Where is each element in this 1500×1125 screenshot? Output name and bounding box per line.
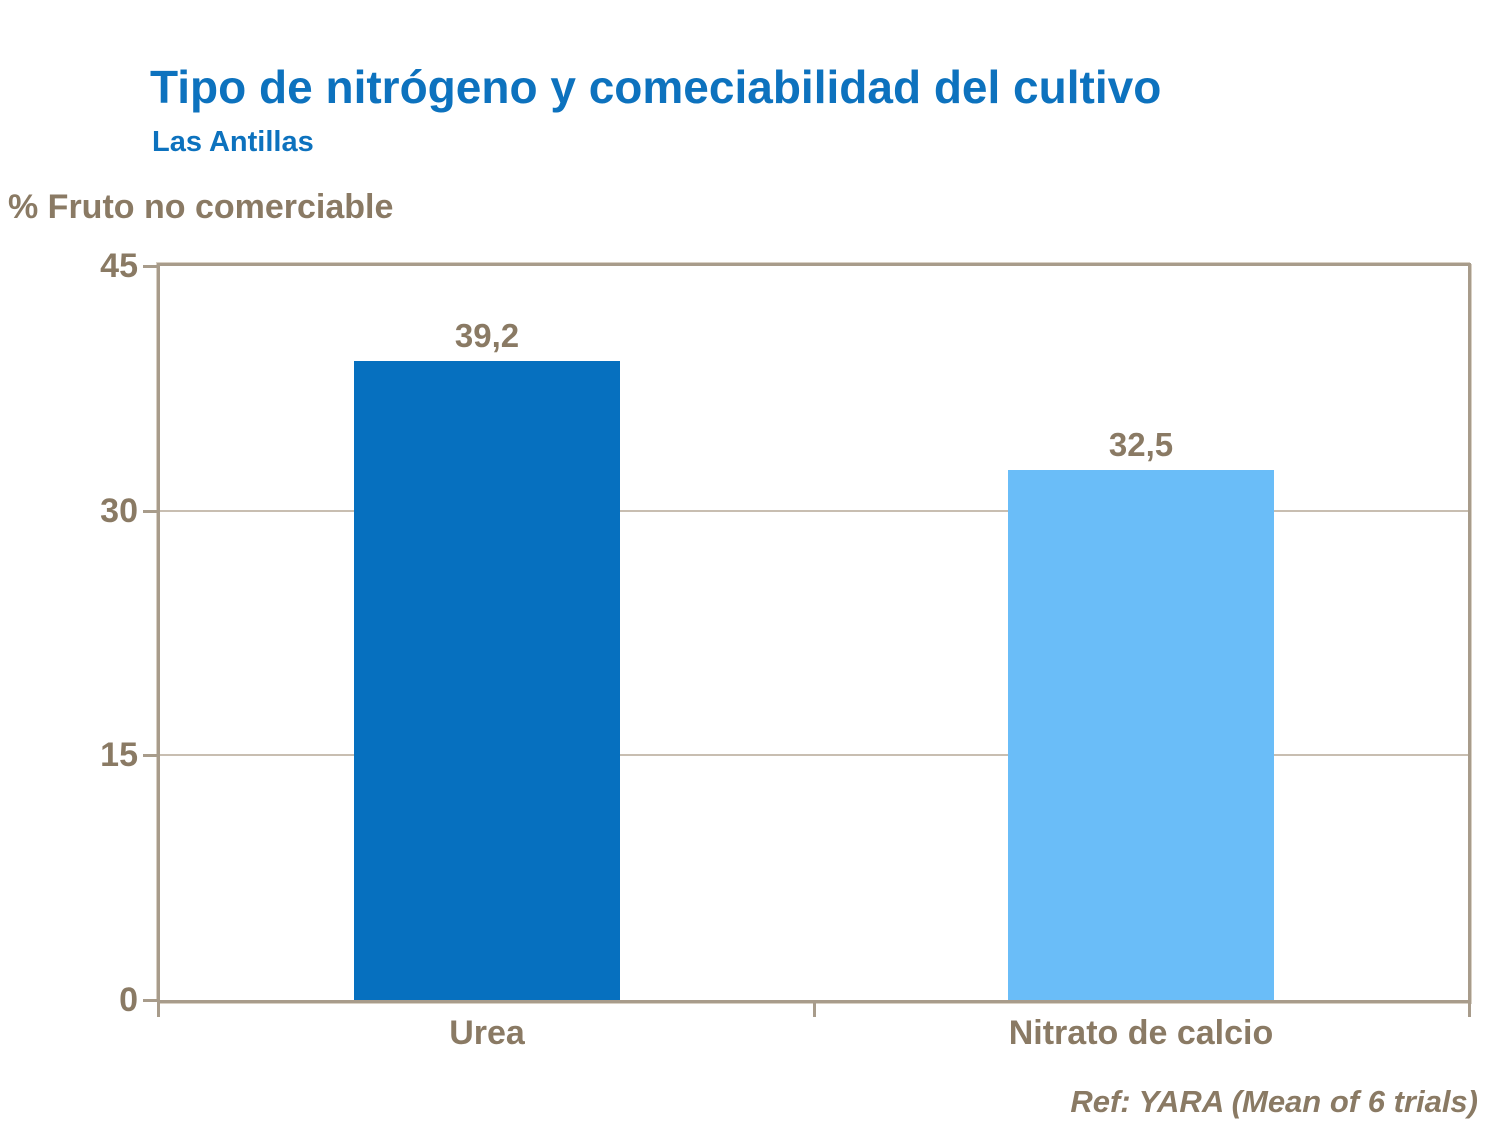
y-tick-label-45: 45 bbox=[100, 247, 138, 285]
gridline-15 bbox=[160, 754, 1468, 756]
slide-title: Tipo de nitrógeno y comeciabilidad del c… bbox=[150, 61, 1162, 113]
x-tick-mark bbox=[813, 1003, 816, 1017]
y-tick-mark-15 bbox=[143, 754, 157, 757]
plot-area bbox=[157, 263, 1471, 1003]
y-tick-label-15: 15 bbox=[100, 736, 138, 774]
category-label-nitrato-de-calcio: Nitrato de calcio bbox=[1008, 1014, 1274, 1052]
bar-value-label-urea: 39,2 bbox=[454, 317, 520, 354]
x-tick-mark bbox=[157, 1003, 160, 1017]
category-label-urea: Urea bbox=[449, 1014, 525, 1052]
y-tick-label-0: 0 bbox=[119, 981, 138, 1019]
bar-nitrato-de-calcio bbox=[1008, 470, 1274, 1000]
y-tick-mark-45 bbox=[143, 265, 157, 268]
reference-note: Ref: YARA (Mean of 6 trials) bbox=[1070, 1084, 1478, 1119]
bar-urea bbox=[354, 361, 620, 1000]
bar-value-label-nitrato-de-calcio: 32,5 bbox=[1108, 426, 1174, 463]
gridline-30 bbox=[160, 510, 1468, 512]
y-tick-mark-30 bbox=[143, 510, 157, 513]
x-tick-mark bbox=[1468, 1003, 1471, 1017]
y-tick-label-30: 30 bbox=[100, 492, 138, 530]
y-axis-title: % Fruto no comerciable bbox=[8, 188, 394, 226]
slide-subtitle: Las Antillas bbox=[152, 126, 314, 158]
y-tick-mark-0 bbox=[143, 999, 157, 1002]
